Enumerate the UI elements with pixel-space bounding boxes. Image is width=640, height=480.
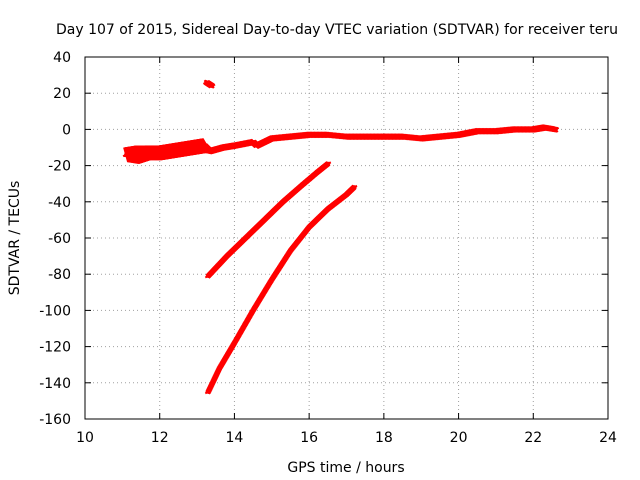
data-point	[350, 184, 358, 190]
y-axis-label: SDTVAR / TECUs	[7, 181, 23, 296]
x-tick-label: 10	[76, 430, 94, 446]
y-tick-label: -120	[39, 340, 71, 356]
data-point	[208, 83, 216, 89]
grid-lines	[85, 57, 608, 419]
y-tick-label: -40	[48, 195, 71, 211]
x-tick-label: 12	[151, 430, 169, 446]
y-tick-label: -80	[48, 267, 71, 283]
y-tick-label: 0	[62, 122, 71, 138]
x-tick-label: 14	[226, 430, 244, 446]
data-point	[324, 161, 332, 167]
x-tick-label: 20	[450, 430, 468, 446]
y-tick-label: -160	[39, 412, 71, 428]
series-main-band	[122, 124, 560, 165]
series-lower-descending-arc	[204, 184, 358, 395]
y-tick-label: -100	[39, 303, 71, 319]
series-trace	[206, 185, 356, 394]
x-tick-label: 18	[375, 430, 393, 446]
series-isolated-short-segment	[202, 79, 216, 89]
x-tick-label: 16	[300, 430, 318, 446]
data-series	[122, 79, 560, 395]
x-tick-label: 24	[599, 430, 617, 446]
x-axis-label: GPS time / hours	[287, 460, 404, 476]
x-tick-label: 22	[524, 430, 542, 446]
y-tick-label: -140	[39, 376, 71, 392]
chart-title: Day 107 of 2015, Sidereal Day-to-day VTE…	[56, 22, 618, 38]
y-tick-label: -20	[48, 159, 71, 175]
series-upper-descending-arc	[204, 161, 332, 279]
y-tick-label: 20	[53, 86, 71, 102]
y-tick-label: 40	[53, 50, 71, 66]
axis-ticks: 10 12 14 16 18 20 22 24 -160 -140 -120 -100 -80 -60 -4…	[39, 50, 617, 446]
data-point	[552, 127, 560, 132]
y-tick-label: -60	[48, 231, 71, 247]
